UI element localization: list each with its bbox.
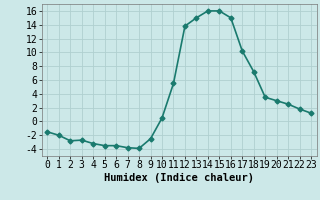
X-axis label: Humidex (Indice chaleur): Humidex (Indice chaleur) [104,173,254,183]
